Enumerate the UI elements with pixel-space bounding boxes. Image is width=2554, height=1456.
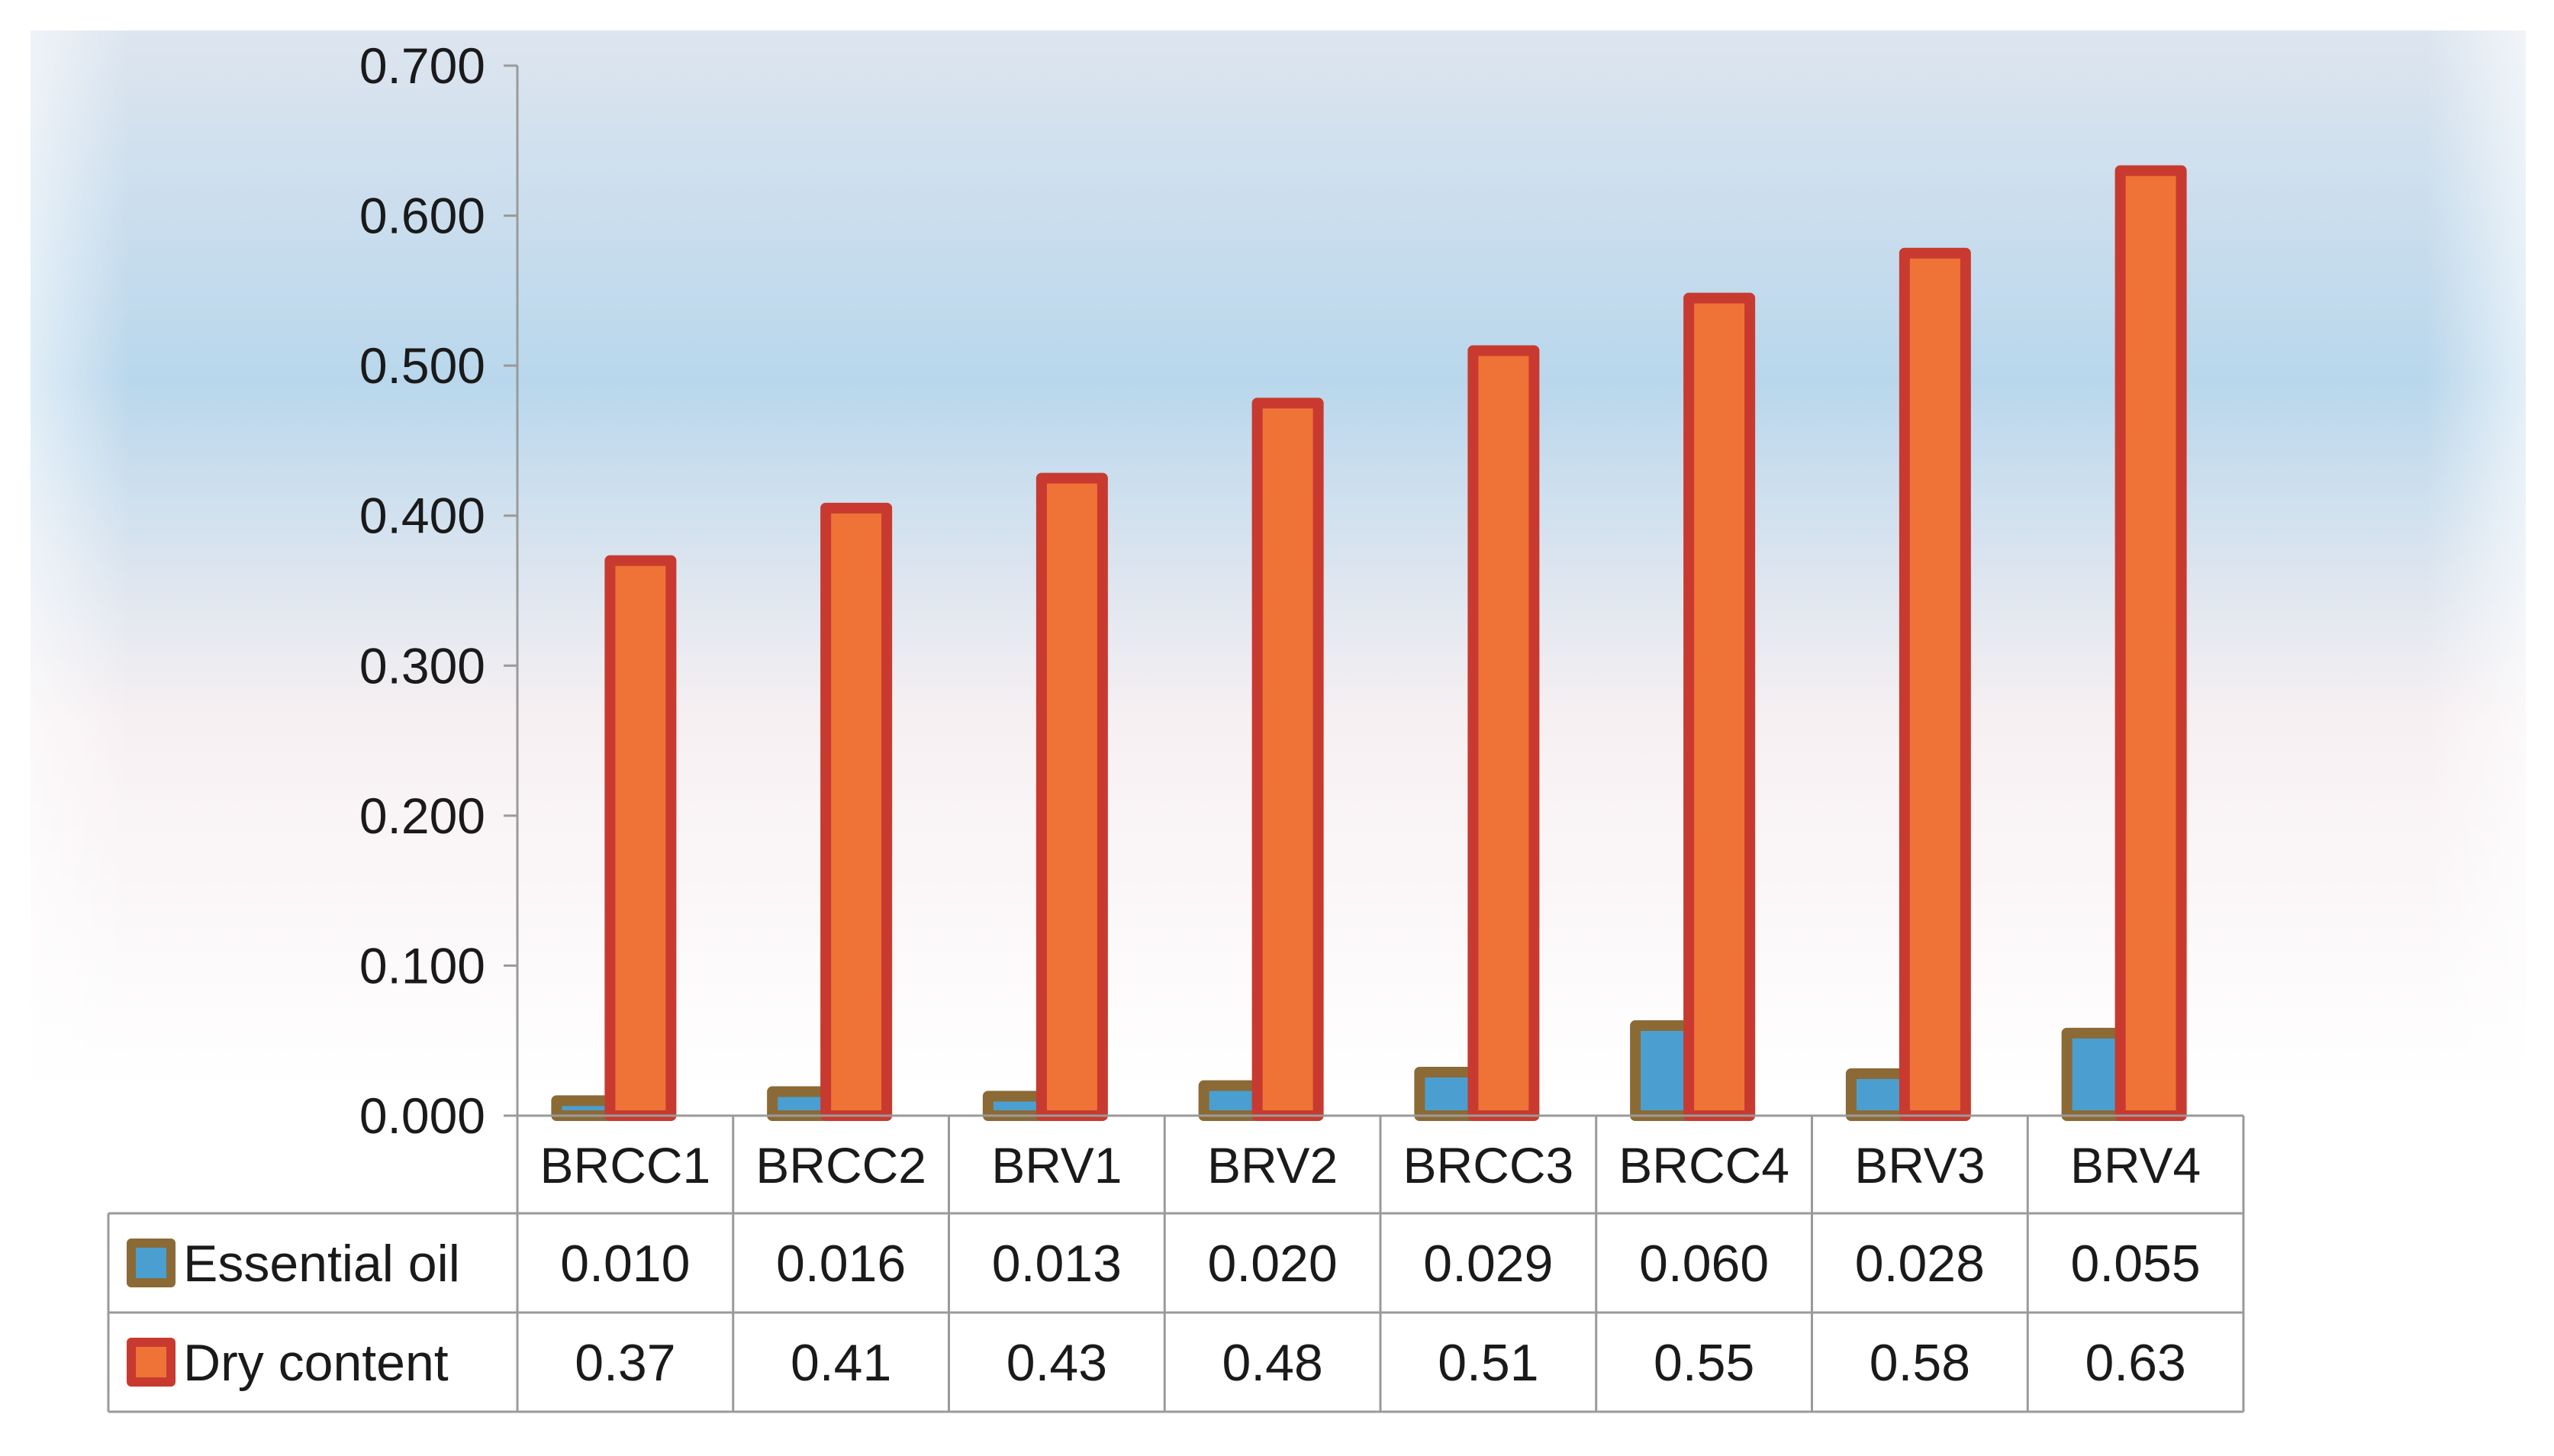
- bar-essential-oil-brcc4: [1630, 1020, 1698, 1121]
- table-value-dry-content: 0.41: [791, 1334, 891, 1392]
- bar-dry-content-brcc2: [820, 502, 893, 1121]
- y-tick-label: 0.700: [359, 37, 485, 94]
- bar-dry-content-brcc1: [604, 555, 677, 1121]
- table-value-essential-oil: 0.020: [1208, 1235, 1338, 1293]
- y-tick-label: 0.600: [359, 188, 485, 244]
- bar-dry-content-brcc4: [1683, 292, 1756, 1122]
- category-label: BRV1: [991, 1137, 1122, 1193]
- table-value-dry-content: 0.58: [1870, 1334, 1970, 1392]
- legend-label-dry-content: Dry content: [183, 1334, 449, 1392]
- y-tick-label: 0.300: [359, 637, 485, 694]
- y-tick-label: 0.400: [359, 488, 485, 544]
- category-label: BRCC2: [755, 1137, 926, 1193]
- bar-essential-oil-brcc2: [767, 1086, 835, 1122]
- bar-essential-oil-brv1: [982, 1090, 1050, 1121]
- y-tick-label: 0.100: [359, 937, 485, 994]
- table-value-dry-content: 0.55: [1654, 1334, 1754, 1392]
- bar-dry-content-brv1: [1035, 472, 1108, 1121]
- table-value-essential-oil: 0.029: [1423, 1235, 1553, 1293]
- table-value-dry-content: 0.43: [1006, 1334, 1107, 1392]
- bar-essential-oil-brv2: [1198, 1080, 1266, 1121]
- bar-dry-content-brv2: [1251, 398, 1324, 1121]
- category-label: BRCC1: [540, 1137, 711, 1193]
- table-value-dry-content: 0.63: [2085, 1334, 2185, 1392]
- y-tick-label: 0.200: [359, 788, 485, 844]
- legend-label-essential-oil: Essential oil: [183, 1235, 460, 1293]
- category-label: BRV2: [1207, 1137, 1338, 1193]
- table-value-essential-oil: 0.055: [2071, 1235, 2201, 1293]
- table-value-essential-oil: 0.010: [560, 1235, 690, 1293]
- legend-swatch-essential-oil: [127, 1239, 176, 1287]
- table-value-essential-oil: 0.028: [1855, 1235, 1985, 1293]
- y-tick-label: 0.000: [359, 1087, 485, 1144]
- bar-dry-content-brcc3: [1467, 345, 1540, 1121]
- bar-essential-oil-brv3: [1845, 1068, 1913, 1121]
- category-label: BRCC4: [1618, 1137, 1789, 1193]
- table-value-dry-content: 0.37: [575, 1334, 675, 1392]
- category-label: BRV4: [2070, 1137, 2201, 1193]
- bar-dry-content-brv3: [1899, 247, 1971, 1122]
- table-value-essential-oil: 0.060: [1639, 1235, 1769, 1293]
- category-label: BRCC3: [1403, 1137, 1574, 1193]
- category-label: BRV3: [1854, 1137, 1985, 1193]
- table-value-dry-content: 0.48: [1222, 1334, 1322, 1392]
- y-tick-label: 0.500: [359, 337, 485, 394]
- bar-essential-oil-brv4: [2061, 1027, 2129, 1122]
- bar-essential-oil-brcc1: [551, 1095, 619, 1122]
- legend-swatch-dry-content: [127, 1338, 176, 1387]
- table-value-essential-oil: 0.016: [776, 1235, 906, 1293]
- bar-essential-oil-brcc3: [1414, 1066, 1482, 1121]
- bar-dry-content-brv4: [2114, 165, 2187, 1122]
- table-value-essential-oil: 0.013: [992, 1235, 1122, 1293]
- table-value-dry-content: 0.51: [1438, 1334, 1538, 1392]
